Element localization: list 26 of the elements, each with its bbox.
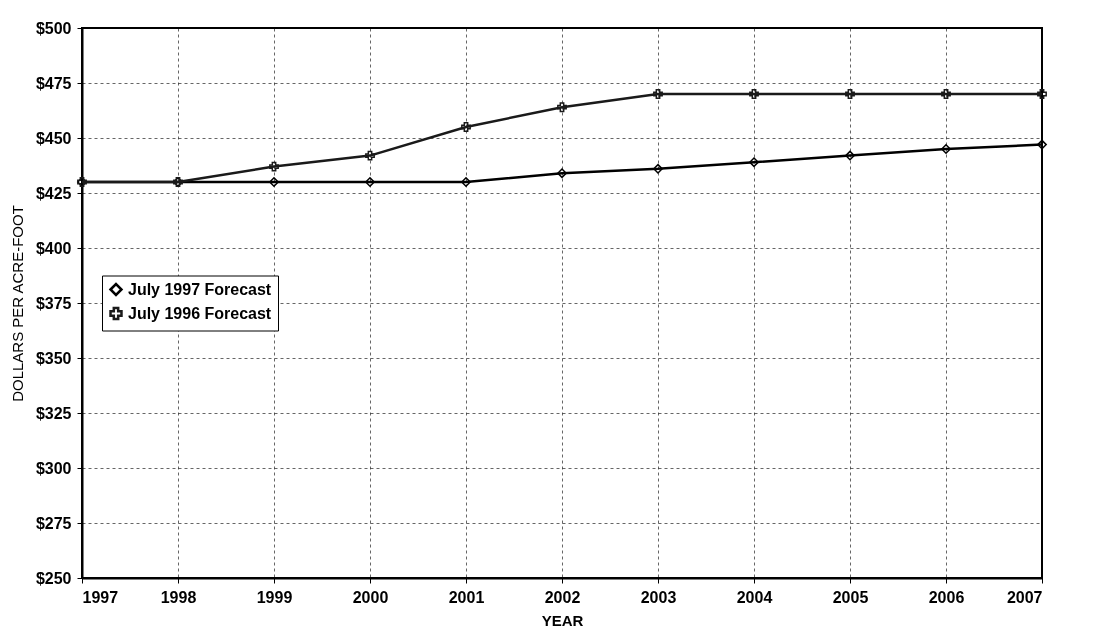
y-tick-label: $425 (35, 184, 72, 202)
x-tick-label: 1999 (256, 588, 293, 606)
x-tick-label: 2001 (448, 588, 485, 606)
legend-label: July 1996 Forecast (128, 304, 272, 322)
x-axis-title: YEAR (541, 611, 584, 629)
x-tick-label: 2007 (1006, 588, 1043, 606)
y-tick-label: $325 (35, 404, 72, 422)
y-tick-label: $250 (35, 569, 72, 587)
x-tick-label: 1997 (82, 588, 119, 606)
x-tick-label: 2005 (832, 588, 869, 606)
y-tick-label: $400 (35, 239, 72, 257)
x-tick-label: 2002 (544, 588, 581, 606)
y-tick-label: $350 (35, 349, 72, 367)
y-tick-label: $500 (35, 19, 72, 37)
x-tick-label: 2004 (736, 588, 773, 606)
y-tick-label: $450 (35, 129, 72, 147)
y-tick-label: $375 (35, 294, 72, 312)
y-tick-label: $475 (35, 74, 72, 92)
x-tick-label: 2000 (352, 588, 389, 606)
x-tick-label: 2003 (640, 588, 677, 606)
x-tick-label: 2006 (928, 588, 965, 606)
x-tick-label: 1998 (160, 588, 197, 606)
legend-label: July 1997 Forecast (128, 280, 272, 298)
y-tick-label: $300 (35, 459, 72, 477)
y-tick-label: $275 (35, 514, 72, 532)
y-axis-title: DOLLARS PER ACRE-FOOT (8, 205, 26, 402)
